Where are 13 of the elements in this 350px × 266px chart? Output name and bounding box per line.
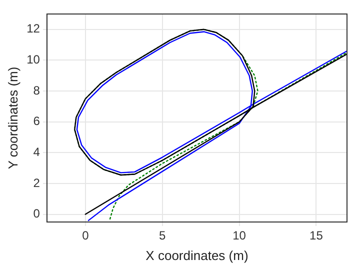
y-tick-label: 6	[33, 114, 40, 128]
y-axis-title: Y coordinates (m)	[5, 66, 20, 170]
y-tick-label: 2	[33, 176, 40, 190]
y-tick-label: 4	[33, 144, 40, 159]
x-tick-label: 5	[159, 228, 166, 243]
y-tick-label: 10	[26, 52, 40, 67]
y-tick-label: 12	[26, 22, 40, 36]
x-tick-label: 10	[232, 228, 246, 243]
x-axis-title: X coordinates (m)	[146, 248, 248, 263]
x-tick-label: 0	[82, 228, 90, 243]
y-tick-label: 8	[33, 83, 40, 98]
x-tick-label: 15	[310, 228, 324, 243]
y-tick-label: 0	[33, 206, 40, 221]
